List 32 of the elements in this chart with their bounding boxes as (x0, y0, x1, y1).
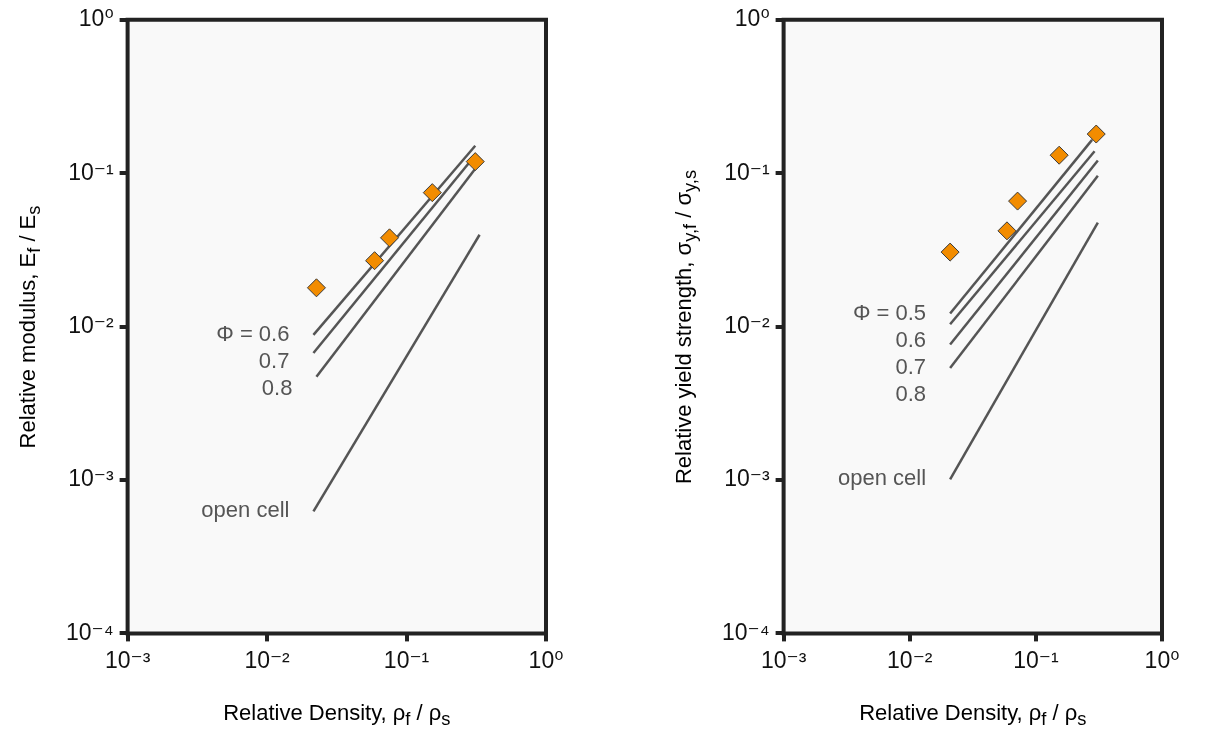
point (940, 242, 960, 262)
y-tick-label: 10⁰ (734, 5, 770, 32)
series-label: Φ = 0.6 (216, 320, 290, 346)
y-tick-label: 10⁻³ (724, 465, 770, 492)
point (1086, 124, 1106, 144)
x-tick-label: 10⁻¹ (1013, 646, 1059, 673)
y-tick-label: 10⁰ (78, 5, 114, 32)
y-tick-label: 10⁻⁴ (66, 618, 114, 645)
y-tick-label: 10⁻¹ (724, 158, 770, 185)
x-tick-label: 10⁻³ (104, 646, 151, 673)
y-tick-label: 10⁻¹ (68, 158, 114, 185)
series-label: Φ = 0.5 (852, 299, 927, 325)
series-label: 0.7 (895, 353, 927, 379)
x-axis-title: Relative Density, ρ$_{f}$ / ρ$_{s}$ (223, 700, 451, 731)
y-tick-label: 10⁻² (724, 311, 770, 338)
y-tick-label: 10⁻³ (68, 465, 114, 492)
x-tick-label: 10⁻² (244, 646, 291, 673)
x-tick-label: 10⁻² (887, 646, 933, 673)
y-tick-label: 10⁻⁴ (722, 618, 770, 645)
y-tick-label: 10⁻² (68, 311, 114, 338)
series-label: 0.7 (258, 347, 290, 373)
x-tick-label: 10⁻³ (760, 646, 807, 673)
x-tick-label: 10⁰ (528, 646, 564, 673)
series-label: open cell (838, 465, 927, 491)
x-axis-title: Relative Density, ρ$_{f}$ / ρ$_{s}$ (859, 700, 1087, 731)
x-tick-label: 10⁻¹ (383, 646, 430, 673)
point (1049, 145, 1069, 165)
series-label: 0.6 (895, 326, 927, 352)
x-tick-label: 10⁰ (1144, 646, 1180, 673)
series-label: 0.8 (895, 380, 927, 406)
series-label: open cell (201, 497, 290, 523)
series-label: 0.8 (261, 374, 293, 400)
